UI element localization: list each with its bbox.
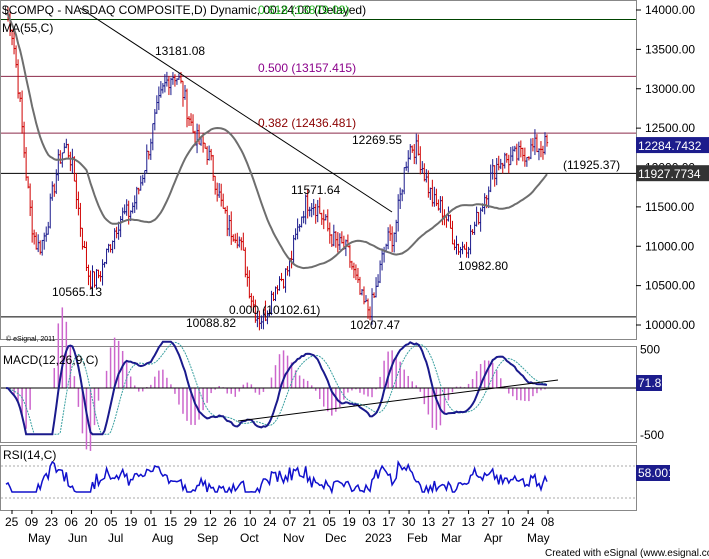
rsi-tag: 58.001: [638, 466, 675, 480]
x-month-label: Nov: [283, 531, 304, 545]
price-annotation: 10982.80: [458, 259, 508, 273]
x-day-label: 29: [184, 515, 198, 529]
x-day-label: 13: [422, 515, 436, 529]
x-day-label: 19: [342, 515, 356, 529]
rsi-line: [5, 459, 548, 495]
macd-trendline: [237, 379, 559, 422]
x-day-label: 23: [45, 515, 59, 529]
x-day-label: 15: [164, 515, 178, 529]
footer-credit: Created with eSignal (www.esignal.com): [545, 548, 709, 559]
x-month-label: Dec: [325, 531, 346, 545]
price-annotation: 10088.82: [186, 316, 236, 330]
price-tick-label: 10000.00: [645, 318, 695, 332]
x-month-label: 2023: [365, 531, 392, 545]
x-month-label: Aug: [152, 531, 173, 545]
macd-tag-bg: [636, 375, 662, 391]
label-layer: 13181.08 10565.13 10088.82 11571.64 10207.47…: [52, 44, 620, 332]
macd-tick-label: -500: [640, 428, 664, 442]
x-day-label: 24: [521, 515, 535, 529]
price-annotation: (11925.37): [563, 158, 620, 172]
x-month-label: Apr: [484, 531, 503, 545]
x-day-label: 05: [104, 515, 118, 529]
price-tick-label: 11500.00: [645, 200, 694, 214]
x-day-label: 27: [442, 515, 456, 529]
macd-layer: [1, 307, 636, 451]
ma-tag: 11927.7734: [638, 167, 701, 181]
macd-line: [5, 340, 548, 436]
chart-title: $COMPQ - NASDAQ COMPOSITE,D) Dynamic, 00…: [2, 3, 366, 17]
ma-tag-bg: [636, 165, 709, 182]
price-annotation: 13181.08: [155, 44, 205, 58]
x-month-label: May: [527, 531, 550, 545]
fib-level-label: 0.000 (10102.61): [229, 303, 320, 317]
x-month-label: Sep: [197, 531, 219, 545]
x-day-label: 08: [541, 515, 555, 529]
last-price-tag-bg: [636, 137, 709, 154]
price-tick-label: 13500.00: [645, 42, 695, 56]
ma-label: MA(55,C): [2, 21, 53, 35]
fib-level-label: 0.382 (12436.481): [258, 116, 356, 130]
x-day-label: 20: [84, 515, 98, 529]
price-tick-label: 13000.00: [645, 82, 695, 96]
rsi-label: RSI(14,C): [3, 448, 56, 462]
last-price-tag: 12284.7432: [638, 139, 702, 153]
macd-tick-label: 500: [640, 343, 660, 357]
fib-0618-label: 0.618 (13879.09): [258, 3, 349, 17]
price-annotation: 10207.47: [350, 318, 400, 332]
x-day-label: 25: [5, 515, 19, 529]
price-annotation: 10565.13: [52, 285, 102, 299]
x-month-label: May: [28, 531, 51, 545]
fib-level-label: 0.500 (13157.415): [258, 61, 356, 75]
x-day-label: 17: [382, 515, 396, 529]
x-day-label: 06: [65, 515, 79, 529]
x-day-label: 26: [223, 515, 237, 529]
price-tick-label: 11000.00: [645, 239, 694, 253]
x-month-label: Jul: [108, 531, 123, 545]
rsi-layer: [1, 459, 636, 499]
x-day-label: 09: [25, 515, 39, 529]
copyright-text: © eSignal, 2011: [6, 335, 56, 343]
x-month-label: Jun: [68, 531, 87, 545]
price-annotation: 11571.64: [291, 183, 340, 197]
x-day-label: 19: [124, 515, 138, 529]
price-tick-label: 10500.00: [645, 279, 695, 293]
x-day-label: 21: [303, 515, 317, 529]
axis-layer: 14000.0013500.0013000.0012500.0012000.00…: [5, 3, 709, 545]
x-day-label: 01: [144, 515, 158, 529]
x-day-label: 10: [243, 515, 257, 529]
macd-tag: 71.85: [638, 376, 668, 390]
x-day-label: 24: [263, 515, 277, 529]
ma-line: [5, 13, 548, 270]
x-day-label: 03: [362, 515, 376, 529]
x-day-label: 07: [283, 515, 297, 529]
x-day-label: 10: [501, 515, 515, 529]
price-annotation: 12269.55: [352, 133, 402, 147]
rsi-tag-bg: [636, 465, 670, 481]
price-tick-label: 12500.00: [645, 121, 695, 135]
x-day-label: 27: [481, 515, 495, 529]
x-month-label: Oct: [240, 531, 259, 545]
price-tick-label: 14000.00: [645, 3, 695, 17]
x-month-label: Feb: [407, 531, 428, 545]
x-day-label: 13: [462, 515, 476, 529]
x-day-label: 30: [402, 515, 416, 529]
x-day-label: 12: [204, 515, 218, 529]
price-layer: [1, 6, 636, 331]
x-day-label: 05: [323, 515, 337, 529]
trendline: [79, 7, 393, 213]
macd-panel-border: [0, 346, 637, 443]
macd-label: MACD(12,26,9,C): [3, 353, 98, 367]
x-month-label: Mar: [441, 531, 462, 545]
